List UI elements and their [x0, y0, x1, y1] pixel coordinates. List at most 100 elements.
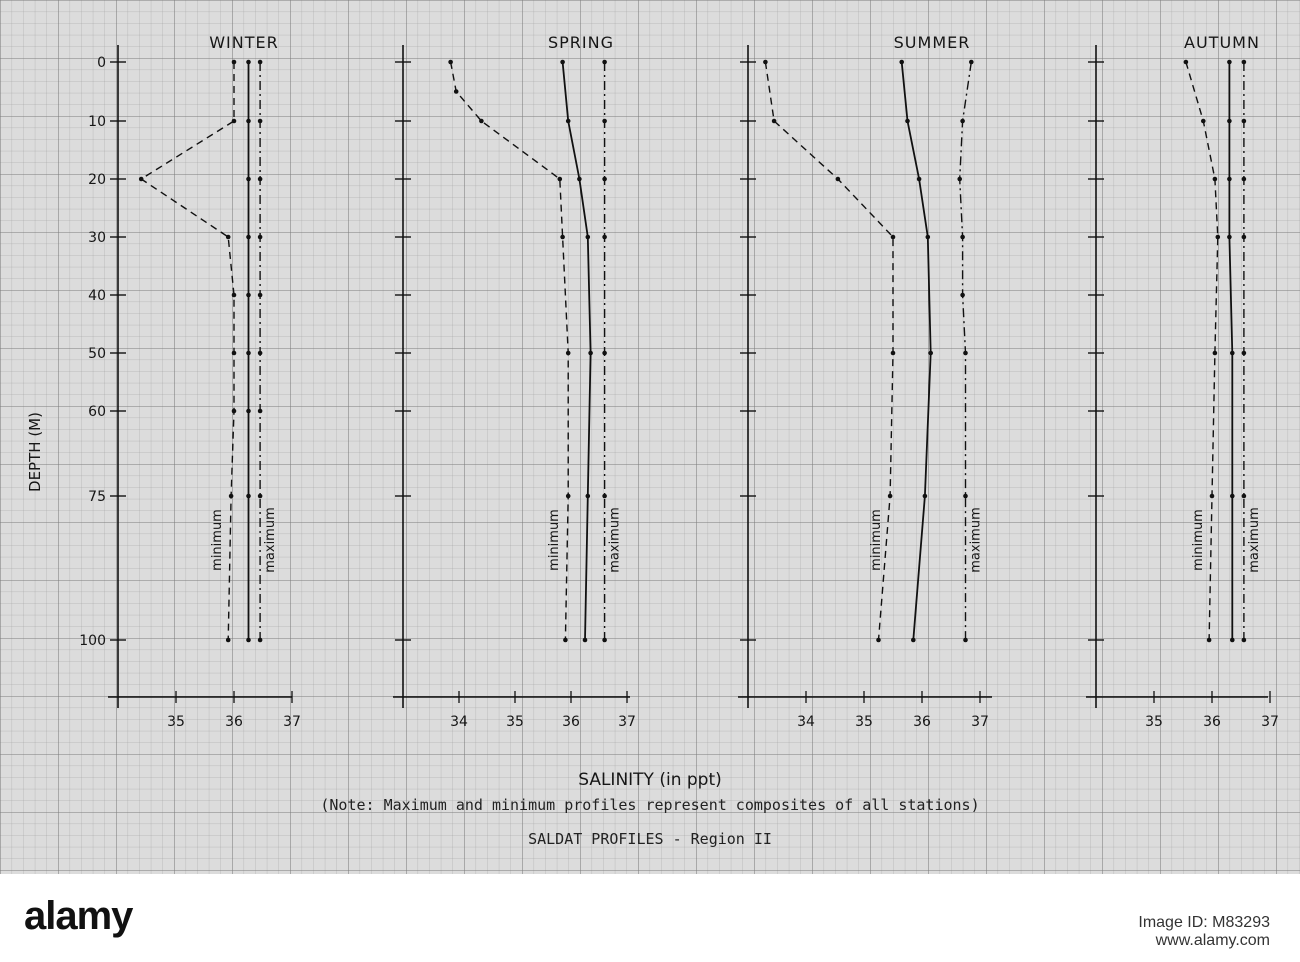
series-maximum-point: [257, 292, 263, 298]
series-mean-point: [905, 118, 910, 124]
series-maximum-point: [602, 118, 607, 124]
panel-autumn: AUTUMN 35 36 37 minimum maximum: [1086, 33, 1279, 730]
salinity-depth-figure: DEPTH (M) SALINITY (in ppt) (Note: Maxim…: [0, 0, 1300, 874]
series-mean-point: [899, 59, 904, 65]
series-minimum-point: [231, 350, 237, 356]
chart-note: (Note: Maximum and minimum profiles repr…: [320, 796, 979, 814]
series-mean-point: [1227, 59, 1232, 65]
series-mean-point: [925, 234, 931, 240]
salinity-tick-label: 36: [913, 714, 931, 730]
panel-title: WINTER: [209, 33, 279, 52]
series-minimum-point: [479, 118, 484, 124]
series-mean-point: [1227, 234, 1232, 240]
series-mean-point: [585, 234, 591, 240]
series-minimum-point: [890, 234, 896, 240]
salinity-tick-label: 35: [167, 714, 185, 730]
series-mean-point: [911, 637, 916, 643]
y-axis-label: DEPTH (M): [26, 412, 44, 492]
depth-tick-label: 75: [88, 489, 106, 505]
series-mean-point: [916, 176, 922, 182]
series-mean-point: [246, 408, 251, 414]
series-mean-point: [585, 493, 591, 499]
depth-tick-label: 100: [79, 633, 106, 649]
series-maximum-point: [963, 350, 968, 356]
series-minimum-point: [231, 292, 237, 298]
series-minimum-point: [231, 59, 237, 65]
panel-summer: SUMMER 34 35 36 37 minimum maximum: [738, 33, 992, 730]
series-mean-point: [246, 118, 251, 124]
maximum-profile-label: maximum: [1247, 507, 1262, 573]
minimum-profile-label: minimum: [210, 509, 225, 571]
stock-watermark-bar: alamy Image ID: M83293 www.alamy.com: [0, 874, 1300, 962]
series-maximum-point: [1241, 118, 1247, 124]
series-minimum-point: [225, 637, 231, 643]
panel-winter: WINTER 0 10 20 30 40 50 60 75 100 35 36 37 minimum max…: [79, 33, 301, 730]
series-minimum-point: [1215, 234, 1221, 240]
depth-tick-label: 40: [88, 288, 106, 304]
series-mean-point: [577, 176, 582, 182]
panel-spring: SPRING 34 35 36 37 minimum maximum: [393, 33, 636, 730]
series-mean-point: [246, 59, 251, 65]
series-maximum-point: [257, 408, 263, 414]
series-maximum-point: [1241, 637, 1247, 643]
salinity-tick-label: 35: [506, 714, 524, 730]
series-minimum-point: [1201, 118, 1206, 124]
series-maximum-point: [257, 637, 263, 643]
maximum-profile-label: maximum: [608, 507, 623, 573]
series-maximum-line: [958, 61, 972, 640]
series-mean-point: [1227, 176, 1232, 182]
series-minimum-point: [560, 234, 565, 240]
series-maximum-point: [602, 493, 607, 499]
series-maximum-point: [960, 292, 965, 298]
series-mean-point: [1230, 493, 1235, 499]
series-maximum-point: [1241, 234, 1247, 240]
series-minimum-point: [1183, 59, 1189, 65]
series-maximum-point: [257, 493, 263, 499]
series-maximum-point: [957, 176, 962, 182]
series-minimum-point: [557, 176, 563, 182]
salinity-tick-label: 37: [971, 714, 989, 730]
series-minimum-point: [1209, 493, 1215, 499]
series-maximum-point: [602, 234, 607, 240]
series-mean-point: [246, 350, 251, 356]
series-mean-point: [246, 176, 251, 182]
chart-caption: SALDAT PROFILES - Region II: [528, 830, 772, 848]
series-minimum-point: [835, 176, 841, 182]
salinity-tick-label: 37: [1261, 714, 1279, 730]
series-mean-point: [922, 493, 928, 499]
salinity-tick-label: 35: [1145, 714, 1163, 730]
series-maximum-point: [602, 350, 607, 356]
chart-canvas: DEPTH (M) SALINITY (in ppt) (Note: Maxim…: [0, 0, 1300, 874]
depth-tick-label: 0: [97, 55, 106, 71]
series-maximum-point: [602, 637, 607, 643]
series-minimum-point: [771, 118, 777, 124]
series-maximum-point: [1241, 59, 1247, 65]
series-maximum-point: [963, 637, 968, 643]
series-minimum-point: [565, 493, 571, 499]
series-maximum-point: [1241, 350, 1247, 356]
panel-title: SPRING: [548, 33, 614, 52]
series-maximum-point: [257, 176, 263, 182]
alamy-logo: alamy: [24, 894, 133, 938]
depth-tick-label: 10: [88, 114, 106, 130]
series-mean-point: [246, 493, 251, 499]
series-minimum-point: [1212, 350, 1218, 356]
series-maximum-point: [1241, 493, 1247, 499]
series-minimum-point: [1206, 637, 1212, 643]
panel-title: AUTUMN: [1184, 33, 1260, 52]
minimum-profile-label: minimum: [869, 509, 884, 571]
panel-title: SUMMER: [894, 33, 971, 52]
series-maximum-point: [969, 59, 974, 65]
series-minimum-point: [563, 637, 568, 643]
series-minimum-line: [449, 61, 569, 641]
depth-tick-label: 60: [88, 404, 106, 420]
series-minimum-point: [231, 118, 237, 124]
season-panels: WINTER 0 10 20 30 40 50 60 75 100 35 36 37 minimum max…: [79, 33, 1279, 730]
minimum-profile-label: minimum: [1191, 509, 1206, 571]
series-minimum-point: [138, 176, 144, 182]
salinity-tick-label: 37: [283, 714, 301, 730]
series-mean-point: [582, 637, 588, 643]
series-maximum-point: [602, 176, 607, 182]
series-maximum-point: [960, 118, 965, 124]
salinity-tick-label: 36: [562, 714, 580, 730]
